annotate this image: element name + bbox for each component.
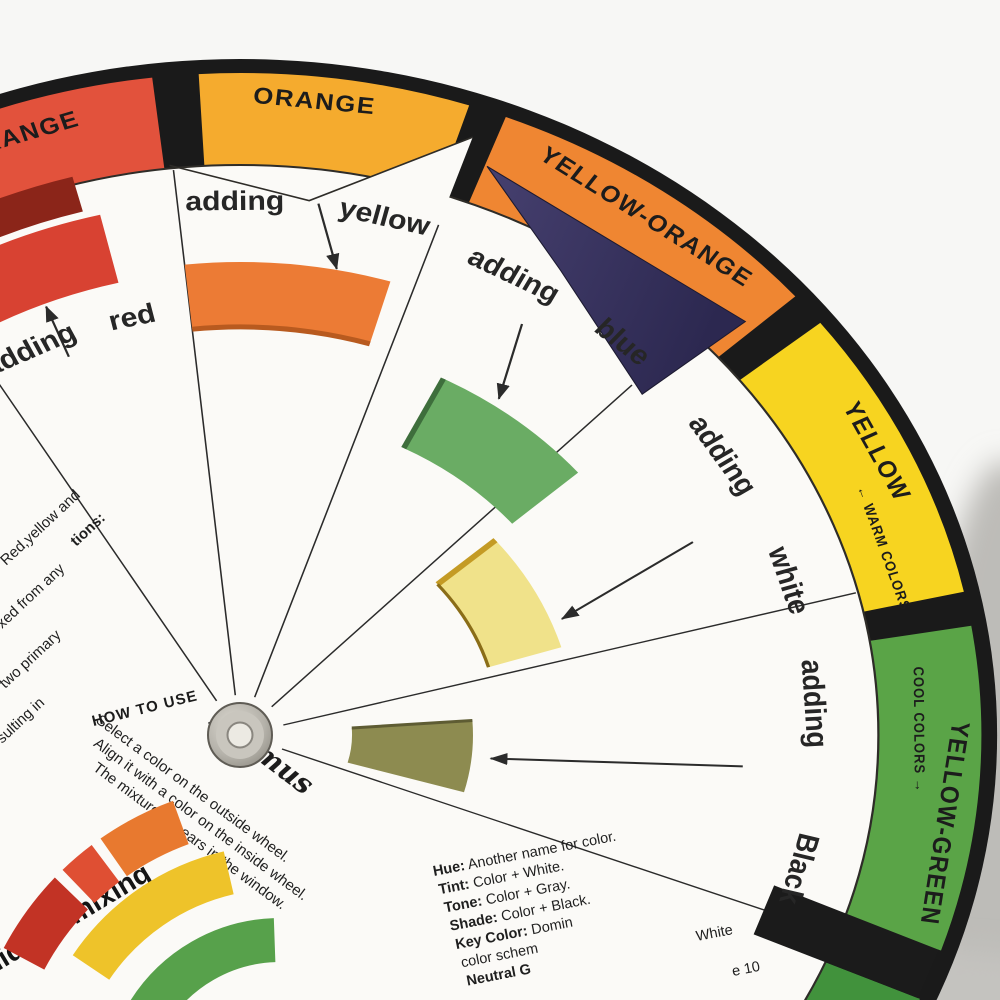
mix-window-olive [347, 720, 473, 793]
grommet-hole [226, 721, 254, 749]
ring-segment-yellow-orange [468, 117, 796, 358]
adding-black-arrow [489, 753, 743, 768]
mini-arc-orange [100, 800, 190, 877]
mini-arc-red [3, 877, 89, 970]
disc-edge-notch-lines [169, 136, 474, 202]
mini-arc-red-orange [62, 845, 120, 904]
adding-white-arrow [560, 541, 694, 620]
sector-divider-lines [0, 170, 857, 913]
reveal-wedge-blue-violet [486, 165, 747, 395]
sector-label-adding-black-word1: adding [794, 659, 834, 749]
glossary-term: Tone: [443, 893, 484, 916]
ring-segment-orange [198, 73, 470, 193]
adding-red-arrow [45, 305, 70, 358]
center-grommet [207, 702, 273, 768]
mix-window-orange-edge [191, 324, 371, 347]
mix-window-yellow [437, 540, 562, 668]
color-wheel: RANGE ORANGE YELLOW-ORANGE YELLOW ← WARM… [0, 59, 997, 1000]
mix-window-olive-edge [351, 719, 473, 730]
adding-yellow-arrow [317, 203, 340, 270]
mix-window-orange [184, 262, 391, 344]
ring-segment-yellow [739, 322, 964, 612]
mix-window-yellow-edge [435, 538, 498, 587]
mini-arc-green [130, 918, 276, 1000]
glossary-fragment-e10: e 10 [731, 959, 762, 980]
ring-label-cool-colors: COOL COLORS → [910, 667, 927, 793]
ring-segment-green [805, 962, 920, 1000]
mix-window-red [0, 214, 119, 323]
mini-color-wheel [3, 800, 276, 1000]
glossary-fragment-white: White [695, 922, 734, 945]
mix-window-yellow-inner-edge [436, 583, 491, 668]
sector-label-adding-yellow-word1: adding [185, 186, 284, 217]
reveal-window-dark-red [0, 176, 83, 238]
ring-separator-wedge [753, 885, 939, 999]
mix-window-green-edge [401, 377, 446, 450]
glossary-term: Tint: [437, 877, 471, 899]
mix-window-green [403, 378, 579, 524]
mini-arc-yellow [72, 851, 235, 981]
adding-blue-arrow [496, 323, 524, 400]
glossary-term: Hue: [432, 858, 467, 880]
disc-edge-notch [309, 137, 473, 224]
